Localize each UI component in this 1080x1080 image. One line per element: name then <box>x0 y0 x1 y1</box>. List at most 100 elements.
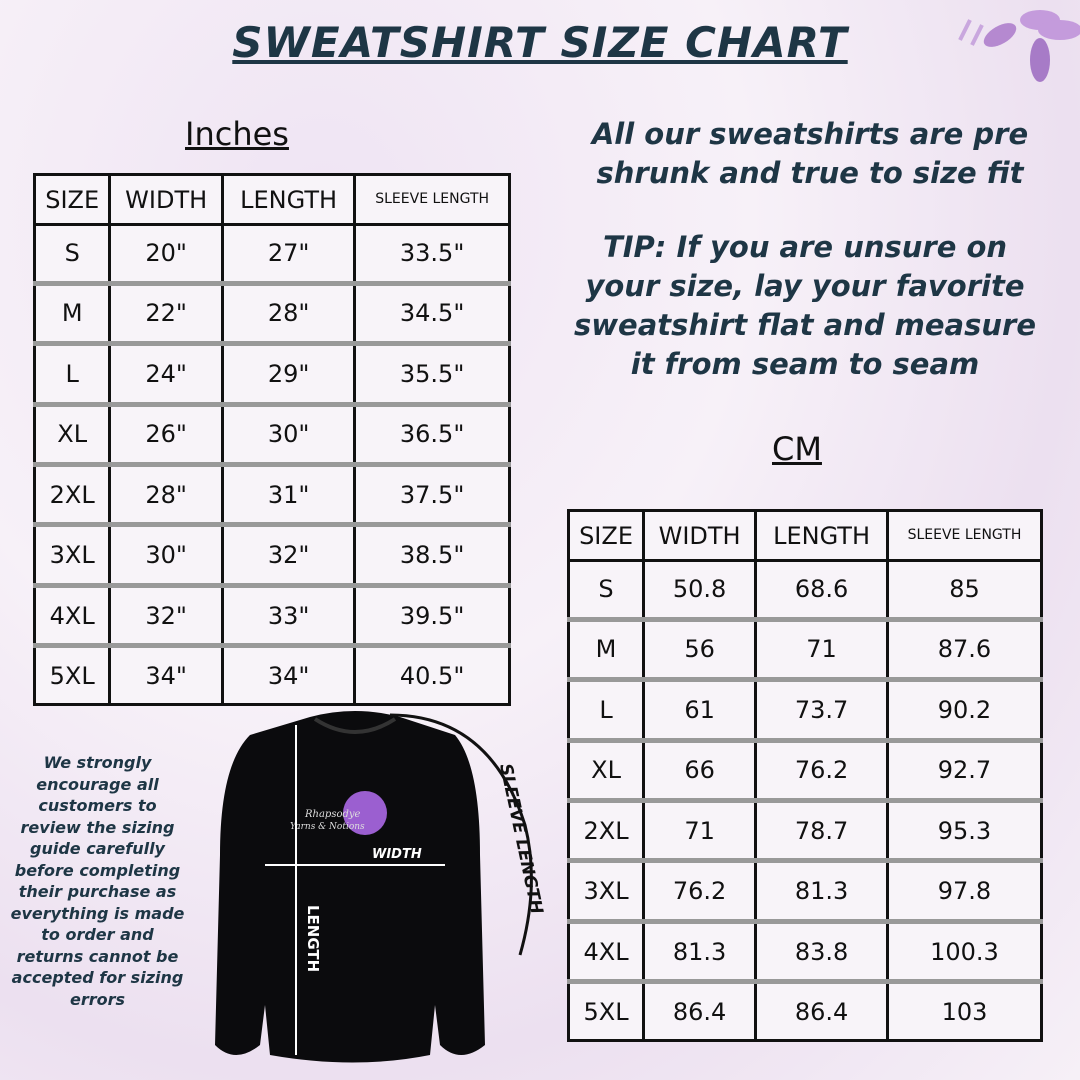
header-cell: SIZE <box>568 510 644 562</box>
sleeve-arc <box>389 713 533 956</box>
sweatshirt-diagram: Rhapsodye Yarns & Notions WIDTH LENGTH S… <box>215 711 547 1063</box>
header-cell: WIDTH <box>642 510 756 562</box>
logo-sub: Yarns & Notions <box>290 822 365 832</box>
row: 4XL 81.3 83.8 100.3 <box>568 921 1042 985</box>
cell: 86.4 <box>642 981 756 1041</box>
cell: 33" <box>220 585 355 649</box>
inches-title: Inches <box>185 115 289 153</box>
cell: 56 <box>642 619 756 683</box>
flower-decoration <box>958 10 1080 82</box>
cell: 71 <box>754 619 888 683</box>
disclaimer: We strongly encourage all customers to r… <box>10 753 185 1009</box>
cell: 92.7 <box>885 740 1042 804</box>
cell: 26" <box>108 404 223 468</box>
cell: 40.5" <box>353 645 510 705</box>
row: XL 26" 30" 36.5" <box>34 404 510 468</box>
cell: 90.2 <box>885 679 1042 743</box>
cell: 86.4 <box>754 981 888 1041</box>
cell: 34.5" <box>353 283 510 347</box>
cell: 76.2 <box>642 860 756 924</box>
row: L 61 73.7 90.2 <box>568 679 1042 743</box>
cell: 97.8 <box>885 860 1042 924</box>
cell: 81.3 <box>642 921 756 985</box>
row: 5XL 86.4 86.4 103 <box>569 981 1042 1041</box>
cell: 36.5" <box>353 404 510 468</box>
header-row: SIZE WIDTH LENGTH SLEEVE LENGTH <box>34 174 510 226</box>
cell: 33.5" <box>353 224 510 286</box>
cell: 38.5" <box>353 524 510 588</box>
cell: 61 <box>642 679 756 743</box>
cell: 68.6 <box>754 560 888 622</box>
sleeve-label: SLEEVE LENGTH <box>495 762 546 916</box>
cm-title: CM <box>772 430 822 468</box>
row: 2XL 71 78.7 95.3 <box>568 800 1042 864</box>
tip: TIP: If you are unsure on your size, lay… <box>573 230 1037 381</box>
cell: 28" <box>220 283 355 347</box>
row: XL 66 76.2 92.7 <box>568 740 1042 804</box>
cell: M <box>34 283 110 347</box>
header-cell: WIDTH <box>108 174 223 226</box>
cell: 30" <box>108 524 223 588</box>
cell: 32" <box>220 524 355 588</box>
row: S 20" 27" 33.5" <box>34 224 510 286</box>
cell: 2XL <box>34 464 110 528</box>
cell: 4XL <box>34 585 110 649</box>
cell: 103 <box>885 981 1042 1041</box>
cell: 66 <box>642 740 756 804</box>
cell: 76.2 <box>754 740 888 804</box>
row: 5XL 34" 34" 40.5" <box>35 645 510 705</box>
cell: 95.3 <box>885 800 1042 864</box>
cell: 50.8 <box>642 560 756 622</box>
cell: XL <box>34 404 110 468</box>
row: 2XL 28" 31" 37.5" <box>34 464 510 528</box>
header-cell: SLEEVE LENGTH <box>885 510 1042 562</box>
cell: 71 <box>642 800 756 864</box>
cell: 28" <box>108 464 223 528</box>
cell: 78.7 <box>754 800 888 864</box>
header-cell: SIZE <box>34 174 110 226</box>
header-cell: LENGTH <box>220 174 355 226</box>
logo-flower <box>343 791 387 835</box>
cell: 32" <box>108 585 223 649</box>
cell: S <box>34 224 110 286</box>
cell: 5XL <box>49 661 95 690</box>
cell: 29" <box>220 343 355 407</box>
cell: 24" <box>108 343 223 407</box>
logo-name: Rhapsodye <box>304 809 361 820</box>
cell: 20" <box>108 224 223 286</box>
width-label: WIDTH <box>372 847 422 862</box>
cell: 35.5" <box>353 343 510 407</box>
cell: 3XL <box>568 860 644 924</box>
cell: 85 <box>885 560 1042 622</box>
cm-table: SIZE WIDTH LENGTH SLEEVE LENGTH S 50.8 68.6 85 M… <box>567 509 1043 1042</box>
cell: M <box>568 619 644 683</box>
cell: 22" <box>108 283 223 347</box>
header-row: SIZE WIDTH LENGTH SLEEVE LENGTH <box>568 510 1042 562</box>
length-label: LENGTH <box>304 905 322 972</box>
row: M 56 71 87.6 <box>568 619 1042 683</box>
row: 3XL 30" 32" 38.5" <box>34 524 510 588</box>
cell: L <box>568 679 644 743</box>
title: SWEATSHIRT SIZE CHART <box>232 18 848 67</box>
cell: 31" <box>220 464 355 528</box>
cell: XL <box>568 740 644 804</box>
header-cell: LENGTH <box>754 510 888 562</box>
cell: 3XL <box>34 524 110 588</box>
row: L 24" 29" 35.5" <box>34 343 510 407</box>
row: 3XL 76.2 81.3 97.8 <box>568 860 1042 924</box>
sweatshirt <box>215 711 485 1063</box>
fit-note: All our sweatshirts are pre shrunk and t… <box>591 117 1029 190</box>
cell: L <box>34 343 110 407</box>
cell: 87.6 <box>885 619 1042 683</box>
cell: 4XL <box>568 921 644 985</box>
cell: 30" <box>220 404 355 468</box>
cell: 27" <box>220 224 355 286</box>
row: 4XL 32" 33" 39.5" <box>34 585 510 649</box>
cell: 83.8 <box>754 921 888 985</box>
cell: 34" <box>220 645 355 705</box>
cell: 81.3 <box>754 860 888 924</box>
cell: 2XL <box>568 800 644 864</box>
header-cell: SLEEVE LENGTH <box>353 174 510 226</box>
cell: 37.5" <box>353 464 510 528</box>
